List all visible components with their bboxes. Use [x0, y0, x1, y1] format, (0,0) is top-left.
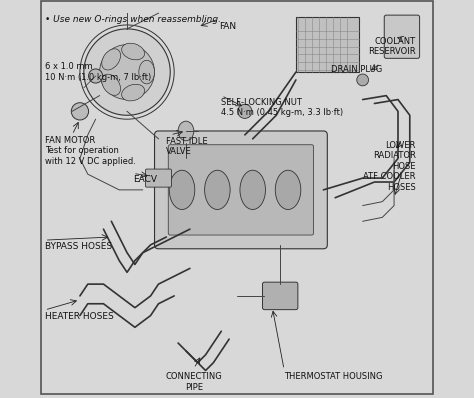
Ellipse shape: [178, 121, 194, 141]
FancyBboxPatch shape: [384, 15, 419, 59]
Ellipse shape: [169, 170, 195, 209]
Ellipse shape: [102, 74, 120, 96]
Circle shape: [238, 104, 252, 119]
Ellipse shape: [100, 45, 155, 100]
Ellipse shape: [275, 170, 301, 209]
Text: FAN: FAN: [219, 22, 237, 31]
Ellipse shape: [122, 43, 145, 60]
Text: 6 x 1.0 mm
10 N·m (1.0 kg-m, 7 lb·ft): 6 x 1.0 mm 10 N·m (1.0 kg-m, 7 lb·ft): [45, 62, 151, 82]
Ellipse shape: [102, 49, 120, 70]
FancyBboxPatch shape: [146, 169, 172, 187]
Text: FAN MOTOR
Test for operation
with 12 V DC applied.: FAN MOTOR Test for operation with 12 V D…: [45, 136, 136, 166]
Text: EACV: EACV: [133, 175, 157, 184]
Text: THERMOSTAT HOUSING: THERMOSTAT HOUSING: [284, 373, 383, 381]
FancyBboxPatch shape: [168, 145, 314, 235]
Text: CONNECTING
PIPE: CONNECTING PIPE: [165, 373, 222, 392]
Ellipse shape: [205, 170, 230, 209]
Text: LOWER
RADIATOR
HOSE: LOWER RADIATOR HOSE: [373, 141, 416, 171]
Text: ATF COOLER
HOSES: ATF COOLER HOSES: [363, 172, 416, 191]
Text: COOLANT
RESERVOIR: COOLANT RESERVOIR: [368, 37, 416, 56]
Text: BYPASS HOSES: BYPASS HOSES: [45, 242, 112, 251]
Circle shape: [357, 74, 369, 86]
Ellipse shape: [122, 84, 145, 101]
FancyBboxPatch shape: [155, 131, 328, 249]
Text: SELF-LOCKING NUT
4.5 N·m (0.45 kg-m, 3.3 lb·ft): SELF-LOCKING NUT 4.5 N·m (0.45 kg-m, 3.3…: [221, 98, 344, 117]
Text: HEATER HOSES: HEATER HOSES: [45, 312, 113, 321]
FancyBboxPatch shape: [296, 17, 359, 72]
Text: DRAIN PLUG: DRAIN PLUG: [331, 65, 383, 74]
Text: FAST IDLE
VALVE: FAST IDLE VALVE: [166, 137, 208, 156]
Ellipse shape: [84, 29, 170, 115]
Circle shape: [89, 69, 103, 83]
FancyBboxPatch shape: [263, 282, 298, 310]
Circle shape: [71, 103, 89, 120]
Text: • Use new O-rings when reassembling.: • Use new O-rings when reassembling.: [45, 15, 220, 24]
Ellipse shape: [240, 170, 265, 209]
Ellipse shape: [139, 60, 155, 84]
